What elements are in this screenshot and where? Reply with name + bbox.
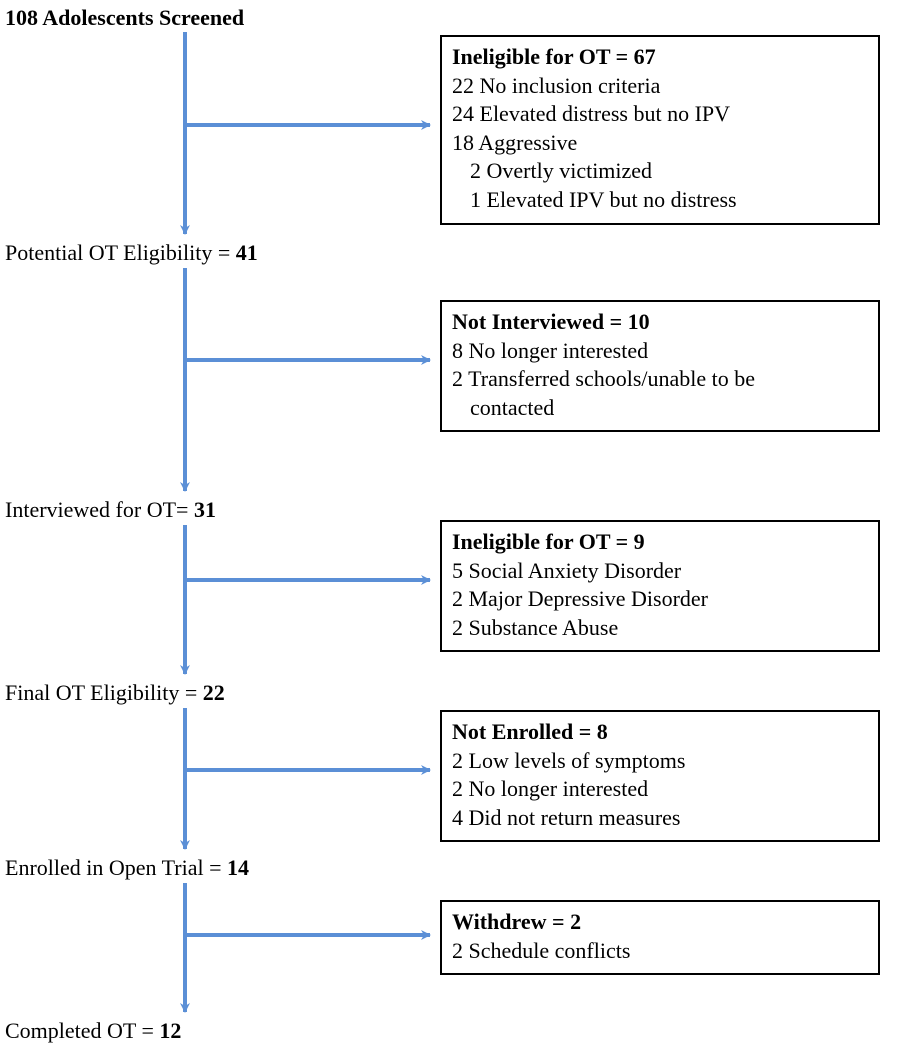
box-withdrew-l1: 2 Schedule conflicts xyxy=(452,937,868,966)
box-ineligible-67-l4: 2 Overtly victimized xyxy=(452,157,868,186)
box-ineligible-67-l3: 18 Aggressive xyxy=(452,129,868,158)
box-withdrew-title: Withdrew = 2 xyxy=(452,908,868,937)
stage-potential-eligibility-text: Potential OT Eligibility = xyxy=(5,240,236,265)
stage-final-eligibility-num: 22 xyxy=(203,680,225,705)
box-not-interviewed-l2a: 2 Transferred schools/unable to be xyxy=(452,365,868,394)
stage-enrolled: Enrolled in Open Trial = 14 xyxy=(5,855,249,881)
box-not-interviewed-l1: 8 No longer interested xyxy=(452,337,868,366)
box-not-enrolled-l2: 2 No longer interested xyxy=(452,775,868,804)
stage-completed-text: Completed OT = xyxy=(5,1018,159,1043)
stage-interviewed: Interviewed for OT= 31 xyxy=(5,497,216,523)
stage-completed-num: 12 xyxy=(159,1018,181,1043)
box-ineligible-67: Ineligible for OT = 67 22 No inclusion c… xyxy=(440,35,880,225)
stage-final-eligibility-text: Final OT Eligibility = xyxy=(5,680,203,705)
stage-completed: Completed OT = 12 xyxy=(5,1018,181,1044)
box-ineligible-67-l1: 22 No inclusion criteria xyxy=(452,72,868,101)
box-ineligible-67-l2: 24 Elevated distress but no IPV xyxy=(452,100,868,129)
box-not-interviewed-title: Not Interviewed = 10 xyxy=(452,308,868,337)
box-withdrew: Withdrew = 2 2 Schedule conflicts xyxy=(440,900,880,975)
stage-final-eligibility: Final OT Eligibility = 22 xyxy=(5,680,225,706)
box-ineligible-67-title: Ineligible for OT = 67 xyxy=(452,43,868,72)
box-ineligible-9: Ineligible for OT = 9 5 Social Anxiety D… xyxy=(440,520,880,652)
box-ineligible-9-l2: 2 Major Depressive Disorder xyxy=(452,585,868,614)
stage-potential-eligibility: Potential OT Eligibility = 41 xyxy=(5,240,258,266)
stage-enrolled-text: Enrolled in Open Trial = xyxy=(5,855,227,880)
box-not-enrolled-l3: 4 Did not return measures xyxy=(452,804,868,833)
box-not-interviewed: Not Interviewed = 10 8 No longer interes… xyxy=(440,300,880,432)
stage-enrolled-num: 14 xyxy=(227,855,249,880)
flowchart-canvas: 108 Adolescents Screened Potential OT El… xyxy=(0,0,911,1050)
stage-potential-eligibility-num: 41 xyxy=(236,240,258,265)
box-not-enrolled-l1: 2 Low levels of symptoms xyxy=(452,747,868,776)
box-ineligible-67-l5: 1 Elevated IPV but no distress xyxy=(452,186,868,215)
box-not-interviewed-l2b: contacted xyxy=(452,394,868,423)
stage-interviewed-text: Interviewed for OT= xyxy=(5,497,194,522)
stage-interviewed-num: 31 xyxy=(194,497,216,522)
box-ineligible-9-l1: 5 Social Anxiety Disorder xyxy=(452,557,868,586)
box-not-enrolled-title: Not Enrolled = 8 xyxy=(452,718,868,747)
box-not-enrolled: Not Enrolled = 8 2 Low levels of symptom… xyxy=(440,710,880,842)
box-ineligible-9-l3: 2 Substance Abuse xyxy=(452,614,868,643)
box-ineligible-9-title: Ineligible for OT = 9 xyxy=(452,528,868,557)
stage-screened: 108 Adolescents Screened xyxy=(5,5,244,31)
